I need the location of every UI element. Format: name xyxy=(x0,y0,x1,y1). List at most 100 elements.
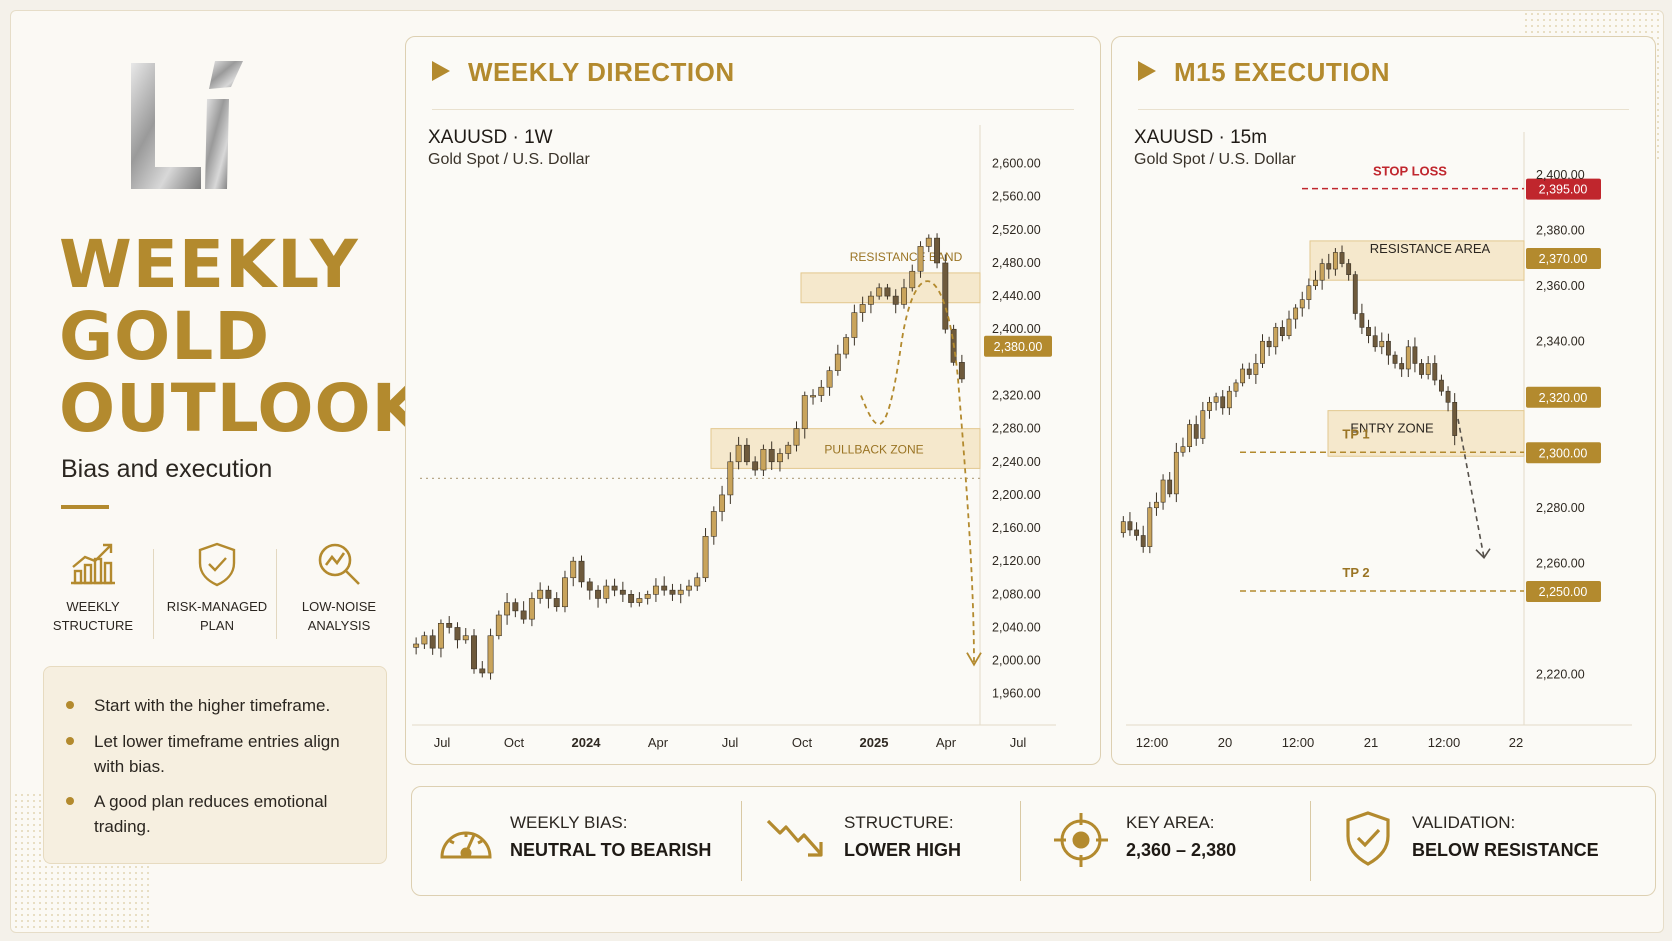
y-tick-label: 2,200.00 xyxy=(992,488,1041,502)
candle-body xyxy=(917,246,924,272)
candle-body xyxy=(1279,327,1285,336)
candle-body xyxy=(1299,299,1305,309)
candle-body xyxy=(1167,479,1173,495)
candle-body xyxy=(843,337,850,355)
note-item: A good plan reduces emotional trading. xyxy=(66,789,364,839)
stat-divider xyxy=(1020,801,1021,881)
target-icon xyxy=(1054,813,1108,867)
candle-body xyxy=(487,635,494,674)
candle-body xyxy=(760,449,767,471)
li-logo xyxy=(131,61,243,189)
candle-body xyxy=(702,536,709,579)
gauge-icon xyxy=(440,831,492,859)
candle-body xyxy=(619,589,626,595)
y-tick-label: 2,280.00 xyxy=(992,422,1041,436)
x-tick-label: 2025 xyxy=(860,735,889,750)
candle-body xyxy=(686,585,692,591)
bar-chart-icon xyxy=(71,543,115,585)
candle-body xyxy=(867,295,874,305)
zone-band xyxy=(1309,240,1525,281)
candle-body xyxy=(661,585,668,591)
m15-execution-panel: M15 EXECUTION XAUUSD · 15m Gold Spot / U… xyxy=(1111,36,1656,765)
candle-body xyxy=(1226,390,1232,409)
candle-body xyxy=(586,581,593,591)
page-title: WEEKLY GOLD OUTLOOK xyxy=(59,229,424,445)
candle-body xyxy=(1134,529,1139,536)
price-tag xyxy=(1526,386,1601,408)
candle-body xyxy=(1160,479,1166,503)
candle-body xyxy=(644,594,651,599)
candle-body xyxy=(437,623,444,649)
m15-candlestick-chart[interactable]: RESISTANCE AREA ENTRY ZONE STOP LOSS 2,395.… xyxy=(1112,37,1655,764)
candle-body xyxy=(636,598,643,603)
y-tick-label: 2,080.00 xyxy=(992,587,1041,601)
feature-divider xyxy=(153,549,154,639)
y-tick-label: 2,340.00 xyxy=(1536,334,1585,348)
candle-body xyxy=(1140,535,1146,547)
candle-body xyxy=(545,589,552,599)
level-label: TP 1 xyxy=(1342,426,1369,441)
candle-body xyxy=(1392,354,1398,364)
chart-symbol: XAUUSD · 15m xyxy=(1134,127,1268,148)
candle-body xyxy=(628,594,635,603)
price-tag xyxy=(1526,248,1601,269)
candle-body xyxy=(942,262,949,330)
candle-body xyxy=(1352,274,1358,314)
notes-card: Start with the higher timeframe. Let low… xyxy=(43,666,387,864)
candle-body xyxy=(810,395,816,398)
summary-bar: WEEKLY BIAS: NEUTRAL TO BEARISH STRUCTUR… xyxy=(411,786,1656,896)
candle-body xyxy=(793,428,800,446)
candle-body xyxy=(1266,340,1272,348)
candle-body xyxy=(727,461,734,496)
candle-body xyxy=(495,614,502,637)
y-tick-label: 2,400.00 xyxy=(1536,168,1585,182)
candle-body xyxy=(1306,285,1312,300)
x-tick-label: 12:00 xyxy=(1136,735,1169,750)
x-tick-label: 12:00 xyxy=(1428,735,1461,750)
candle-body xyxy=(1425,363,1431,375)
title-line-1: WEEKLY xyxy=(59,226,359,303)
candle-body xyxy=(1154,501,1159,509)
candle-body xyxy=(1220,396,1226,409)
title-line-2: GOLD xyxy=(59,298,271,375)
price-tag-label: 2,395.00 xyxy=(1539,183,1588,197)
play-arrow-icon xyxy=(432,61,450,81)
price-tag-label: 2,370.00 xyxy=(1539,252,1588,266)
feature-low-noise-analysis: LOW-NOISE ANALYSIS xyxy=(275,541,403,635)
panel-title: WEEKLY DIRECTION xyxy=(432,57,735,88)
candle-body xyxy=(512,602,519,612)
y-tick-label: 2,320.00 xyxy=(992,389,1041,403)
candle-body xyxy=(1412,346,1418,364)
candle-body xyxy=(677,589,684,595)
candle-body xyxy=(1326,263,1332,270)
x-tick-label: 21 xyxy=(1364,735,1378,750)
candle-body xyxy=(1207,401,1212,411)
candle-body xyxy=(595,589,601,599)
projection-path xyxy=(1457,418,1485,558)
candle-body xyxy=(826,370,833,388)
panel-divider xyxy=(432,109,1074,110)
candle-body xyxy=(1445,390,1451,403)
x-tick-label: Oct xyxy=(504,735,525,750)
y-tick-label: 2,560.00 xyxy=(992,190,1041,204)
y-tick-label: 2,520.00 xyxy=(992,223,1041,237)
price-tag-label: 2,300.00 xyxy=(1539,446,1588,460)
candle-body xyxy=(1379,340,1385,348)
candle-body xyxy=(785,444,792,454)
candle-body xyxy=(1372,335,1378,348)
y-tick-label: 2,220.00 xyxy=(1536,667,1585,681)
candle-body xyxy=(859,304,866,313)
x-tick-label: Oct xyxy=(792,735,813,750)
candle-body xyxy=(1260,340,1265,364)
panel-title-text: M15 EXECUTION xyxy=(1174,57,1390,87)
stat-value: BELOW RESISTANCE xyxy=(1412,840,1599,860)
title-line-3: OUTLOOK xyxy=(59,370,424,447)
page-subtitle: Bias and execution xyxy=(61,455,273,483)
candle-body xyxy=(669,589,676,595)
y-tick-label: 2,360.00 xyxy=(1536,279,1585,293)
candle-body xyxy=(479,668,486,674)
candle-body xyxy=(743,444,750,463)
candle-body xyxy=(1313,279,1318,287)
candle-body xyxy=(1127,521,1133,531)
